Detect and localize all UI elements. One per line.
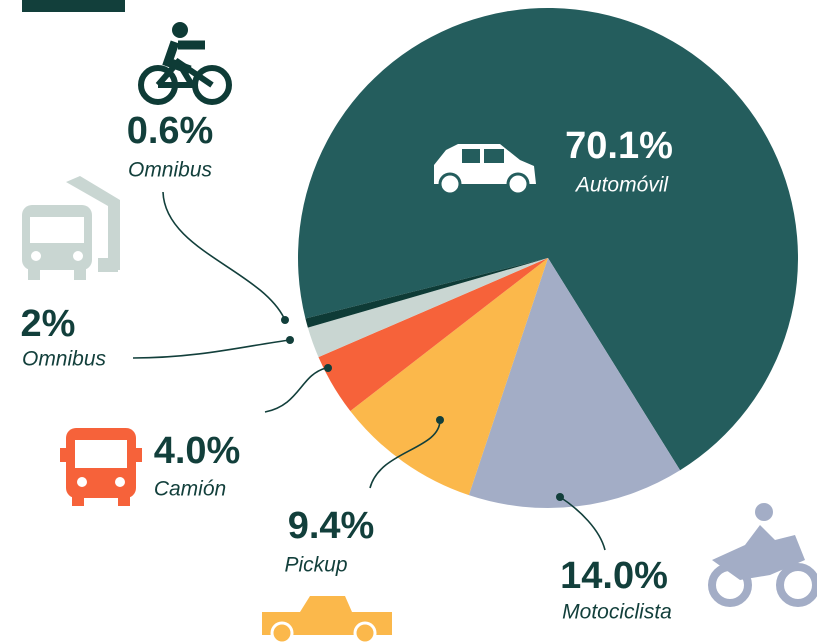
car-icon: [434, 144, 536, 196]
category-label: Omnibus: [128, 159, 213, 182]
leader-line: [162, 191, 285, 319]
pie-slice: [297, 8, 798, 471]
leader-dot: [281, 316, 289, 324]
pie: [297, 8, 798, 508]
value-label: 2%: [21, 303, 76, 345]
category-label: Omnibus: [22, 348, 107, 371]
pie-slice: [350, 258, 548, 496]
value-label: 70.1%: [565, 125, 673, 167]
category-label: Camión: [154, 478, 226, 501]
value-label: 9.4%: [288, 505, 375, 547]
leader-line: [369, 419, 441, 489]
value-label: 0.6%: [127, 110, 214, 152]
pie-slice: [468, 258, 681, 508]
truck-icon: [60, 428, 142, 506]
motorcycle-icon: [708, 503, 817, 607]
leader-line: [264, 367, 327, 413]
bus-icon: [22, 176, 120, 280]
pie-slice: [305, 258, 548, 328]
labels: 70.1% Automóvil 14.0% Motociclista 9.4% Picku…: [21, 110, 673, 624]
pickup-icon: [262, 596, 392, 643]
leader-dot: [324, 364, 332, 372]
leader-dot: [286, 336, 294, 344]
leader-lines: [132, 191, 606, 551]
category-label: Pickup: [284, 554, 347, 577]
pie-slice: [318, 258, 548, 412]
category-label: Automóvil: [574, 174, 670, 197]
leader-dot: [556, 493, 564, 501]
category-label: Motociclista: [562, 601, 672, 624]
leader-line: [559, 496, 606, 551]
value-label: 14.0%: [560, 555, 668, 597]
pie-slice: [307, 258, 548, 358]
leader-dot: [436, 416, 444, 424]
bicycle-icon: [138, 22, 232, 105]
header-bar: [22, 0, 125, 12]
value-label: 4.0%: [154, 430, 241, 472]
leader-line: [132, 339, 291, 359]
